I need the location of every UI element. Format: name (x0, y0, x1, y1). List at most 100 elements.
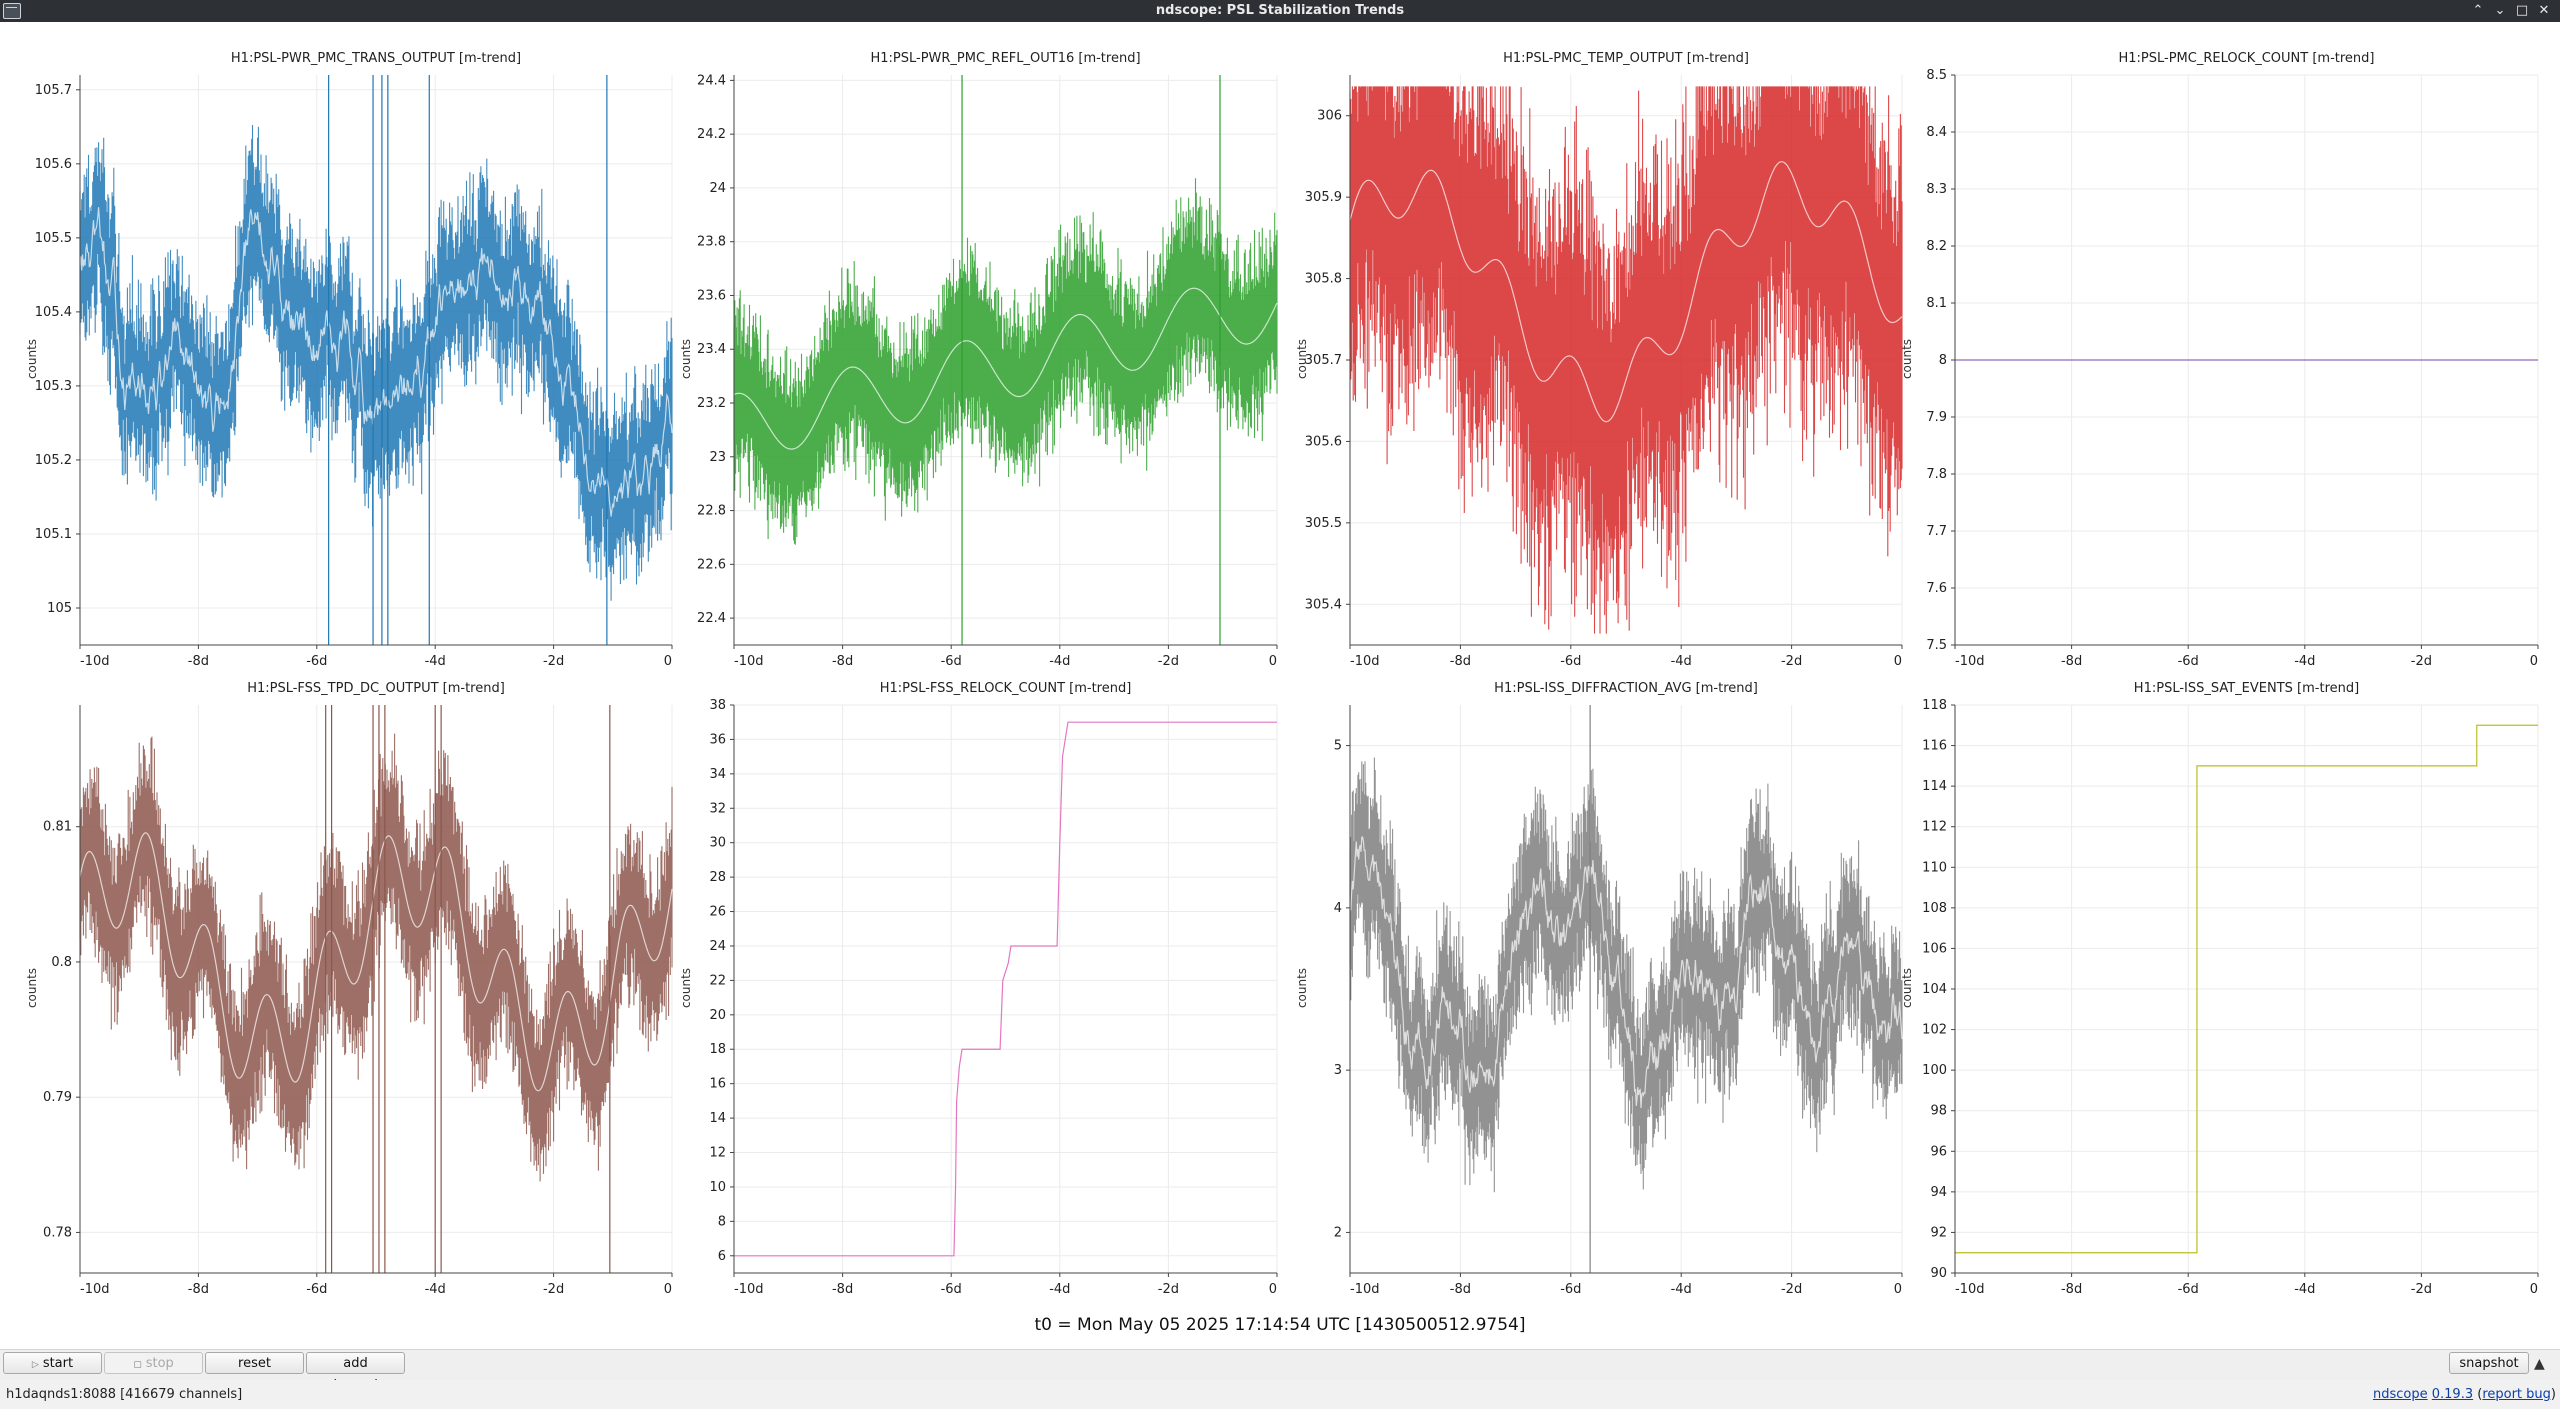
y-tick-label: 104 (1922, 982, 1947, 997)
series-mean-line (1349, 836, 1903, 1109)
y-tick-label: 22 (709, 973, 726, 988)
y-tick-label: 23 (709, 450, 726, 465)
plot-panel[interactable]: H1:PSL-PWR_PMC_TRANS_OUTPUT [m-trend] cou… (0, 50, 678, 685)
series-mean-line (1349, 161, 1903, 423)
y-tick-label: 8 (1939, 353, 1947, 368)
x-tick-label: -10d (734, 654, 764, 669)
app-icon[interactable] (3, 3, 21, 19)
y-tick-label: 24 (709, 181, 726, 196)
x-tick-label: 0 (1269, 1282, 1277, 1297)
y-tick-label: 38 (709, 698, 726, 713)
x-tick-label: -4d (1049, 654, 1070, 669)
plot-canvas[interactable]: 2 3 4 5 -10d -8d -6d -4d -2d 0 (1278, 680, 1903, 1313)
x-tick-label: -2d (543, 1282, 564, 1297)
x-tick-label: -4d (1671, 654, 1692, 669)
x-tick-label: -4d (425, 1282, 446, 1297)
x-tick-label: -6d (1560, 654, 1581, 669)
plot-panel[interactable]: H1:PSL-PWR_PMC_REFL_OUT16 [m-trend] count… (678, 50, 1278, 685)
series-mean-line (733, 287, 1278, 450)
plot-panel[interactable]: H1:PSL-ISS_SAT_EVENTS [m-trend] counts 90 9… (1895, 680, 2560, 1313)
x-tick-label: 0 (1269, 654, 1277, 669)
stop-online-button[interactable]: ▢stop online (104, 1352, 203, 1394)
x-tick-label: -2d (2411, 654, 2432, 669)
plot-title: H1:PSL-ISS_DIFFRACTION_AVG [m-trend] (1494, 681, 1758, 696)
t0-label: t0 = Mon May 05 2025 17:14:54 UTC [14305… (1034, 1315, 1526, 1335)
y-tick-label: 8.1 (1926, 296, 1947, 311)
y-tick-label: 305.8 (1305, 272, 1342, 287)
add-channels-button[interactable]: add channels (306, 1352, 405, 1393)
plot-title: H1:PSL-FSS_RELOCK_COUNT [m-trend] (879, 681, 1132, 696)
plot-canvas[interactable]: 7.5 7.6 7.7 7.8 7.9 8 8.1 8.2 8.3 8.4 8.5 -10d -8d -6… (1895, 50, 2560, 685)
control-toolbar: ▷start online ▢stop online reset add cha… (0, 1349, 2560, 1394)
plot-canvas[interactable]: 90 92 94 96 98 100 102 104 106 108 110 112 114 116 118… (1895, 680, 2560, 1313)
x-tick-label: 0 (664, 654, 672, 669)
series-envelope (79, 125, 673, 601)
plot-canvas[interactable]: 305.4 305.5 305.6 305.7 305.8 305.9 306 -10d -8d… (1278, 50, 1903, 685)
y-tick-label: 0.81 (43, 820, 72, 835)
snapshot-button[interactable]: snapshot (2449, 1352, 2529, 1374)
y-tick-label: 7.5 (1926, 638, 1947, 653)
plot-title: H1:PSL-FSS_TPD_DC_OUTPUT [m-trend] (247, 681, 505, 696)
y-tick-label: 12 (709, 1146, 726, 1161)
reset-button[interactable]: reset (205, 1352, 304, 1374)
start-online-button[interactable]: ▷start online (3, 1352, 102, 1394)
y-tick-label: 24 (709, 939, 726, 954)
y-tick-label: 23.4 (697, 342, 726, 357)
y-tick-label: 0.8 (51, 955, 72, 970)
y-tick-label: 5 (1334, 739, 1342, 754)
y-tick-label: 116 (1922, 739, 1947, 754)
y-tick-label: 22.8 (697, 504, 726, 519)
plot-canvas[interactable]: 0.78 0.79 0.8 0.81 -10d -8d -6d -4d -2d 0 (0, 680, 678, 1313)
shade-icon[interactable]: ⌃ (2472, 3, 2484, 18)
plot-title: H1:PSL-PMC_RELOCK_COUNT [m-trend] (2118, 51, 2375, 66)
y-tick-label: 18 (709, 1042, 726, 1057)
y-tick-label: 7.7 (1926, 524, 1947, 539)
x-tick-label: -8d (188, 1282, 209, 1297)
x-tick-label: -6d (2178, 1282, 2199, 1297)
x-tick-label: -2d (2411, 1282, 2432, 1297)
y-tick-label: 114 (1922, 779, 1947, 794)
plot-canvas[interactable]: 22.4 22.6 22.8 23 23.2 23.4 23.6 23.8 24 24.2 24.4… (678, 50, 1278, 685)
x-tick-label: -8d (1450, 654, 1471, 669)
minimize-icon[interactable]: ⌄ (2494, 3, 2506, 18)
plot-panel[interactable]: H1:PSL-PMC_TEMP_OUTPUT [m-trend] counts 30… (1278, 50, 1903, 685)
y-tick-label: 8.2 (1926, 239, 1947, 254)
x-tick-label: 0 (1894, 1282, 1902, 1297)
y-tick-label: 26 (709, 905, 726, 920)
plot-title: H1:PSL-PWR_PMC_TRANS_OUTPUT [m-trend] (230, 51, 522, 66)
plot-panel[interactable]: H1:PSL-ISS_DIFFRACTION_AVG [m-trend] coun… (1278, 680, 1903, 1313)
x-tick-label: -6d (306, 1282, 327, 1297)
y-tick-label: 7.9 (1926, 410, 1947, 425)
y-tick-label: 96 (1930, 1144, 1947, 1159)
expand-panel-icon[interactable]: ▲ (2534, 1356, 2545, 1372)
report-bug-link[interactable]: report bug (2482, 1387, 2551, 1402)
close-icon[interactable]: ✕ (2538, 3, 2550, 18)
server-status: h1daqnds1:8088 [416679 channels] (6, 1387, 243, 1402)
plot-canvas[interactable]: 105 105.1 105.2 105.3 105.4 105.5 105.6 105.7 -1… (0, 50, 678, 685)
plot-panel[interactable]: H1:PSL-FSS_RELOCK_COUNT [m-trend] counts 6… (678, 680, 1278, 1313)
y-tick-label: 105.4 (35, 305, 72, 320)
y-tick-label: 7.8 (1926, 467, 1947, 482)
plot-panel[interactable]: H1:PSL-PMC_RELOCK_COUNT [m-trend] counts 7… (1895, 50, 2560, 685)
x-tick-label: -8d (832, 654, 853, 669)
x-tick-label: -6d (306, 654, 327, 669)
ndscope-link[interactable]: ndscope (2372, 1387, 2428, 1402)
y-tick-label: 32 (709, 801, 726, 816)
y-tick-label: 24.2 (697, 127, 726, 142)
version-link[interactable]: 0.19.3 (2431, 1387, 2474, 1402)
y-tick-label: 105.6 (35, 157, 72, 172)
y-tick-label: 28 (709, 870, 726, 885)
plot-canvas[interactable]: 6 8 10 12 14 16 18 20 22 24 26 28 30 32 34 36 38 -10d -8d -… (678, 680, 1278, 1313)
x-tick-label: 0 (2530, 654, 2538, 669)
y-tick-label: 34 (709, 767, 726, 782)
y-tick-label: 105 (47, 601, 72, 616)
x-tick-label: -8d (1450, 1282, 1471, 1297)
axis-frame (733, 705, 1277, 1274)
y-tick-label: 22.6 (697, 557, 726, 572)
plot-panel[interactable]: H1:PSL-FSS_TPD_DC_OUTPUT [m-trend] counts… (0, 680, 678, 1313)
maximize-icon[interactable]: □ (2515, 3, 2529, 18)
y-tick-label: 4 (1334, 901, 1342, 916)
x-tick-label: -10d (1350, 654, 1380, 669)
y-tick-label: 6 (718, 1249, 726, 1264)
x-tick-label: 0 (1894, 654, 1902, 669)
